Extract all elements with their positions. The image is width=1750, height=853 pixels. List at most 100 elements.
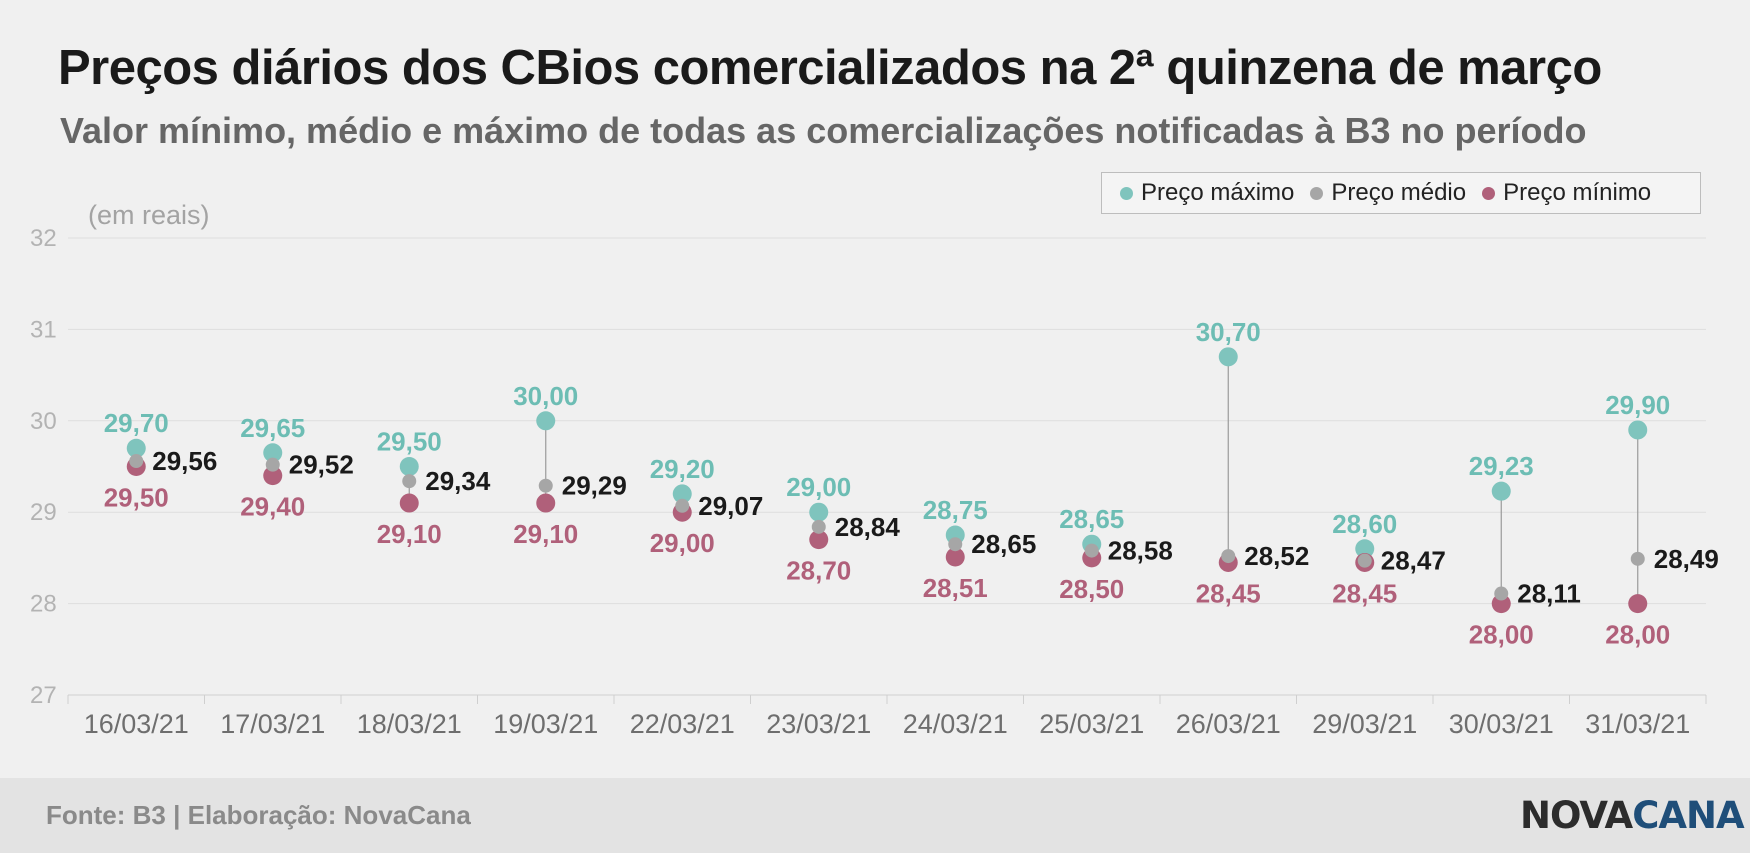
legend-item-max: Preço máximo bbox=[1120, 179, 1294, 207]
avg-price-point bbox=[402, 474, 417, 489]
avg-price-label: 29,56 bbox=[152, 446, 217, 476]
max-price-label: 29,00 bbox=[786, 472, 851, 502]
legend-marker-avg bbox=[1310, 186, 1324, 200]
x-tick-label: 30/03/21 bbox=[1449, 709, 1554, 739]
min-price-label: 28,00 bbox=[1469, 620, 1534, 650]
x-tick-label: 29/03/21 bbox=[1312, 709, 1417, 739]
max-price-label: 28,65 bbox=[1059, 504, 1124, 534]
legend-label-avg: Preço médio bbox=[1331, 179, 1467, 206]
x-tick-label: 26/03/21 bbox=[1176, 709, 1281, 739]
avg-price-label: 28,49 bbox=[1654, 544, 1719, 574]
y-tick-label: 29 bbox=[30, 499, 57, 526]
min-price-label: 28,45 bbox=[1196, 578, 1261, 608]
max-price-label: 30,70 bbox=[1196, 317, 1261, 347]
avg-price-label: 29,52 bbox=[289, 450, 354, 480]
y-tick-label: 32 bbox=[30, 225, 57, 252]
avg-price-label: 29,34 bbox=[425, 466, 491, 496]
x-tick-label: 22/03/21 bbox=[630, 709, 735, 739]
avg-price-point bbox=[675, 498, 690, 513]
x-tick-label: 18/03/21 bbox=[357, 709, 462, 739]
min-price-point bbox=[809, 530, 829, 550]
min-price-point bbox=[1628, 594, 1648, 614]
y-tick-label: 27 bbox=[30, 682, 57, 709]
max-price-point bbox=[1355, 539, 1375, 559]
brand-logo-part-1: NOVA bbox=[1520, 794, 1633, 837]
source-note: Fonte: B3 | Elaboração: NovaCana bbox=[46, 800, 471, 830]
avg-price-point bbox=[538, 478, 553, 493]
max-price-label: 29,70 bbox=[104, 408, 169, 438]
avg-price-point bbox=[811, 519, 826, 534]
avg-price-point bbox=[1084, 543, 1099, 558]
max-price-label: 29,20 bbox=[650, 454, 715, 484]
avg-price-label: 29,07 bbox=[698, 491, 763, 521]
max-price-label: 28,60 bbox=[1332, 509, 1397, 539]
max-price-point bbox=[1218, 347, 1238, 367]
x-tick-label: 25/03/21 bbox=[1039, 709, 1144, 739]
avg-price-label: 28,52 bbox=[1244, 541, 1309, 571]
avg-price-point bbox=[948, 537, 963, 552]
avg-price-label: 28,65 bbox=[971, 529, 1036, 559]
x-tick-label: 19/03/21 bbox=[493, 709, 598, 739]
x-tick-label: 17/03/21 bbox=[220, 709, 325, 739]
legend-marker-max bbox=[1120, 186, 1133, 200]
min-price-point bbox=[399, 493, 419, 513]
max-price-point bbox=[126, 438, 146, 458]
min-price-label: 29,10 bbox=[513, 519, 578, 549]
max-price-label: 30,00 bbox=[513, 381, 578, 411]
avg-price-point bbox=[1494, 586, 1509, 601]
min-price-point bbox=[536, 493, 556, 513]
brand-logo-part-2: CANA bbox=[1632, 794, 1744, 837]
avg-price-point bbox=[1357, 553, 1372, 568]
max-price-point bbox=[809, 502, 829, 522]
max-price-point bbox=[1491, 481, 1511, 501]
max-price-point bbox=[672, 484, 692, 504]
avg-price-point bbox=[1221, 549, 1236, 564]
max-price-label: 29,65 bbox=[240, 413, 305, 443]
avg-price-label: 29,29 bbox=[562, 471, 627, 501]
max-price-point bbox=[399, 457, 419, 476]
max-price-label: 29,50 bbox=[377, 427, 442, 457]
min-price-point bbox=[1491, 594, 1511, 614]
y-tick-label: 31 bbox=[30, 316, 57, 343]
max-price-label: 28,75 bbox=[923, 495, 988, 525]
avg-price-point bbox=[129, 454, 144, 469]
max-price-label: 29,23 bbox=[1469, 451, 1534, 481]
chart-title: Preços diários dos CBios comercializados… bbox=[58, 41, 1602, 95]
min-price-label: 28,70 bbox=[786, 556, 851, 586]
min-price-label: 29,50 bbox=[104, 483, 169, 513]
min-price-label: 29,40 bbox=[240, 492, 305, 522]
max-price-point bbox=[1628, 420, 1648, 440]
legend-item-avg: Preço médio bbox=[1310, 179, 1466, 207]
max-price-point bbox=[263, 443, 283, 463]
min-price-point bbox=[945, 547, 965, 567]
legend-marker-min bbox=[1482, 186, 1496, 200]
y-tick-label: 30 bbox=[30, 408, 57, 435]
min-price-label: 28,00 bbox=[1605, 620, 1670, 650]
x-tick-label: 24/03/21 bbox=[903, 709, 1008, 739]
footer-bar: Fonte: B3 | Elaboração: NovaCana NOVACAN… bbox=[0, 778, 1750, 853]
chart-subtitle: Valor mínimo, médio e máximo de todas as… bbox=[60, 110, 1587, 151]
avg-price-point bbox=[265, 457, 280, 472]
min-price-point bbox=[263, 466, 283, 486]
legend-item-min: Preço mínimo bbox=[1482, 179, 1651, 207]
x-tick-label: 31/03/21 bbox=[1585, 709, 1690, 739]
avg-price-label: 28,11 bbox=[1517, 579, 1581, 609]
y-unit-label: (em reais) bbox=[88, 200, 210, 230]
min-price-label: 29,10 bbox=[377, 519, 442, 549]
brand-logo: NOVACANA bbox=[1520, 794, 1745, 837]
avg-price-label: 28,58 bbox=[1108, 536, 1173, 566]
max-price-label: 29,90 bbox=[1605, 390, 1670, 420]
avg-price-point bbox=[1630, 551, 1645, 566]
legend-label-min: Preço mínimo bbox=[1503, 179, 1652, 206]
y-tick-label: 28 bbox=[30, 591, 57, 618]
avg-price-label: 28,84 bbox=[835, 512, 901, 542]
max-price-point bbox=[536, 411, 556, 431]
min-price-label: 28,51 bbox=[923, 573, 988, 603]
min-price-label: 29,00 bbox=[650, 528, 715, 558]
x-tick-label: 16/03/21 bbox=[84, 709, 189, 739]
min-price-label: 28,45 bbox=[1332, 578, 1397, 608]
chart-legend: Preço máximo Preço médio Preço mínimo bbox=[1101, 172, 1701, 214]
min-price-label: 28,50 bbox=[1059, 574, 1124, 604]
chart-plot: 27 28 29 30 31 32 (em reais) 16/03/21 17/03/21 18… bbox=[30, 200, 1719, 739]
x-tick-label: 23/03/21 bbox=[766, 709, 871, 739]
